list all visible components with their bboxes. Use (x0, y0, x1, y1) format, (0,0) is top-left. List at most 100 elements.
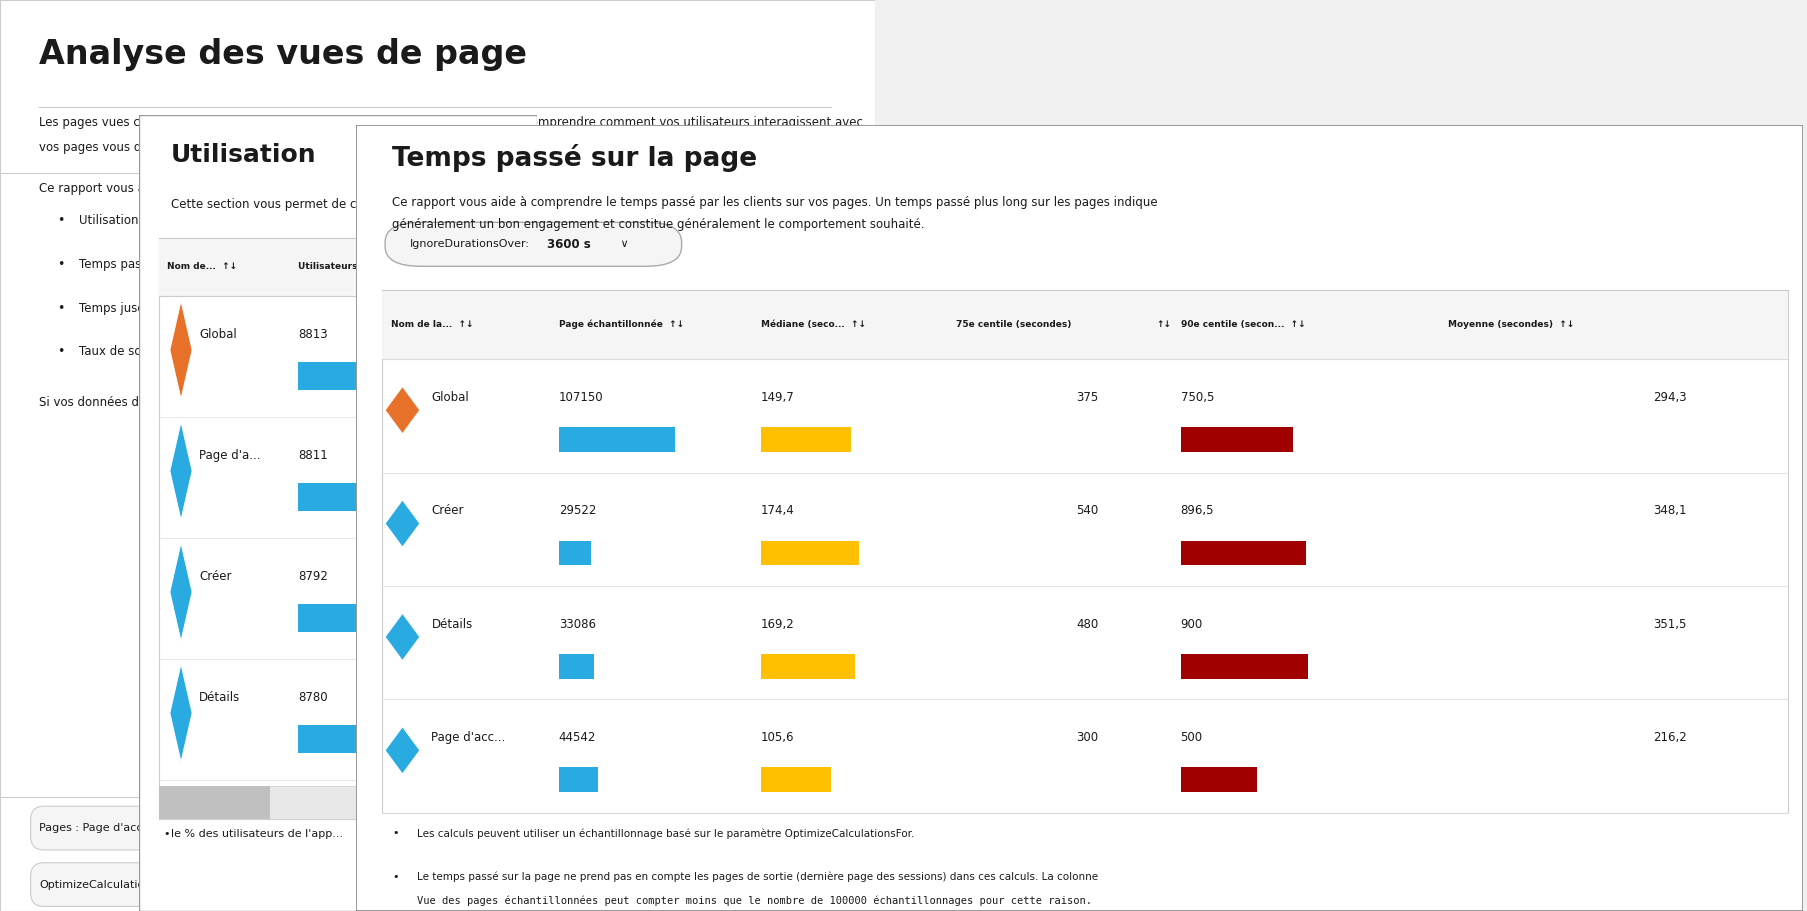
FancyBboxPatch shape (356, 125, 1802, 911)
Text: 107150: 107150 (558, 391, 604, 404)
Text: 896,5: 896,5 (1180, 505, 1214, 517)
Text: •: • (56, 258, 65, 271)
FancyBboxPatch shape (31, 806, 320, 850)
FancyBboxPatch shape (139, 115, 537, 911)
Text: 375: 375 (1075, 391, 1097, 404)
Text: 149,7: 149,7 (761, 391, 795, 404)
Polygon shape (385, 727, 419, 774)
Text: 174,4: 174,4 (761, 505, 795, 517)
Text: Pages : Page d'accu...: Pages : Page d'accu... (40, 824, 161, 833)
Text: 900: 900 (1180, 618, 1202, 630)
Text: Page échantillonnée  ↑↓: Page échantillonnée ↑↓ (558, 320, 683, 329)
Polygon shape (385, 613, 419, 660)
Polygon shape (170, 422, 192, 520)
Text: Ce rapport vous aide...: Ce rapport vous aide... (40, 182, 175, 195)
Text: Page d'a...: Page d'a... (199, 449, 260, 462)
Text: Le temps passé sur la page ne prend pas en compte les pages de sortie (dernière : Le temps passé sur la page ne prend pas … (417, 872, 1097, 882)
Text: Utilisation: Utilisation (80, 214, 137, 227)
Text: Temps passé sur la page: Temps passé sur la page (392, 145, 757, 172)
FancyBboxPatch shape (761, 654, 855, 679)
FancyBboxPatch shape (761, 540, 858, 566)
Text: généralement un bon engagement et constitue généralement le comportement souhait: généralement un bon engagement et consti… (392, 218, 925, 230)
Text: 3600 s: 3600 s (548, 238, 591, 251)
Text: •: • (392, 872, 399, 882)
FancyBboxPatch shape (558, 540, 591, 566)
Text: Page d'acc...: Page d'acc... (432, 731, 506, 744)
Text: 169,2: 169,2 (761, 618, 795, 630)
Text: Détails: Détails (432, 618, 472, 630)
Text: •: • (56, 345, 65, 358)
Text: Utilisateurs u...  ↑↓: Utilisateurs u... ↑↓ (298, 262, 399, 271)
Text: •: • (392, 828, 399, 838)
Text: 540: 540 (1075, 505, 1097, 517)
FancyBboxPatch shape (1180, 654, 1308, 679)
Text: 29522: 29522 (558, 505, 596, 517)
Text: 105,6: 105,6 (761, 731, 795, 744)
FancyBboxPatch shape (298, 604, 390, 632)
Text: Nom de la...  ↑↓: Nom de la... ↑↓ (390, 320, 473, 329)
Text: Ce rapport vous aide à comprendre le temps passé par les clients sur vos pages. : Ce rapport vous aide à comprendre le tem… (392, 196, 1156, 209)
Text: Nom de...  ↑↓: Nom de... ↑↓ (166, 262, 237, 271)
Text: 33086: 33086 (558, 618, 595, 630)
Text: 480: 480 (1075, 618, 1097, 630)
Text: Taux de sortie: Taux de sortie (80, 345, 161, 358)
Text: Détails: Détails (199, 691, 240, 704)
Text: ∨: ∨ (616, 240, 627, 250)
FancyBboxPatch shape (385, 222, 681, 266)
Text: 44542: 44542 (558, 731, 596, 744)
Text: le % des utilisateurs de l'app...: le % des utilisateurs de l'app... (172, 829, 343, 839)
FancyBboxPatch shape (1180, 540, 1305, 566)
Text: Global: Global (199, 328, 237, 342)
FancyBboxPatch shape (298, 483, 401, 511)
Polygon shape (385, 386, 419, 434)
Text: 75e centile (secondes): 75e centile (secondes) (956, 320, 1072, 329)
Text: 8792: 8792 (298, 570, 329, 583)
FancyBboxPatch shape (558, 654, 595, 679)
FancyBboxPatch shape (159, 238, 517, 819)
Text: vos pages vous donnera un bon aperçu de ce qui fonctionne dans votre application: vos pages vous donnera un bon aperçu de … (40, 141, 696, 154)
Text: Utilisation: Utilisation (172, 143, 316, 167)
Text: 500: 500 (1180, 731, 1202, 744)
Text: Moyenne (secondes)  ↑↓: Moyenne (secondes) ↑↓ (1447, 320, 1574, 329)
FancyBboxPatch shape (159, 786, 271, 819)
Text: 750,5: 750,5 (1180, 391, 1212, 404)
Text: IgnoreDurationsOver:: IgnoreDurationsOver: (410, 240, 529, 250)
Text: ↑↓: ↑↓ (1155, 320, 1171, 329)
FancyBboxPatch shape (31, 863, 320, 906)
Text: Vue des pages échantillonnées peut compter moins que le nombre de 100000 échanti: Vue des pages échantillonnées peut compt… (417, 896, 1091, 906)
FancyBboxPatch shape (381, 290, 1787, 813)
FancyBboxPatch shape (159, 238, 517, 295)
FancyBboxPatch shape (558, 427, 674, 452)
Text: OptimizeCalculations...: OptimizeCalculations... (40, 880, 168, 889)
Text: 348,1: 348,1 (1652, 505, 1686, 517)
Text: Analyse des vues de page: Analyse des vues de page (40, 38, 528, 71)
Text: Temps passé su...: Temps passé su... (80, 258, 183, 271)
Text: 90e centile (secon...  ↑↓: 90e centile (secon... ↑↓ (1180, 320, 1305, 329)
Text: 216,2: 216,2 (1652, 731, 1686, 744)
Text: 8811: 8811 (298, 449, 327, 462)
Text: Cette section vous permet de compren...: Cette section vous permet de compren... (172, 199, 414, 211)
Text: 294,3: 294,3 (1652, 391, 1686, 404)
Text: Si vos données de té...: Si vos données de té... (40, 396, 173, 409)
FancyBboxPatch shape (1180, 767, 1256, 793)
FancyBboxPatch shape (298, 362, 412, 390)
Text: Les pages vues correspondent à l'activité des utilisateurs dans votre applicatio: Les pages vues correspondent à l'activit… (40, 116, 862, 128)
Polygon shape (170, 301, 192, 399)
Text: Créer: Créer (199, 570, 231, 583)
Text: Créer: Créer (432, 505, 464, 517)
Polygon shape (385, 500, 419, 548)
Text: •: • (56, 214, 65, 227)
Text: •: • (56, 302, 65, 314)
FancyBboxPatch shape (159, 786, 517, 819)
Text: 8813: 8813 (298, 328, 327, 342)
Polygon shape (170, 664, 192, 763)
FancyBboxPatch shape (761, 427, 851, 452)
FancyBboxPatch shape (558, 767, 598, 793)
FancyBboxPatch shape (381, 290, 1787, 359)
Text: •: • (163, 829, 170, 839)
Text: % des u...  ↑↓: % des u... ↑↓ (437, 262, 508, 271)
FancyBboxPatch shape (761, 767, 829, 793)
Text: 8780: 8780 (298, 691, 327, 704)
FancyBboxPatch shape (0, 0, 875, 911)
Text: Temps jusqu'à l...: Temps jusqu'à l... (80, 302, 181, 314)
